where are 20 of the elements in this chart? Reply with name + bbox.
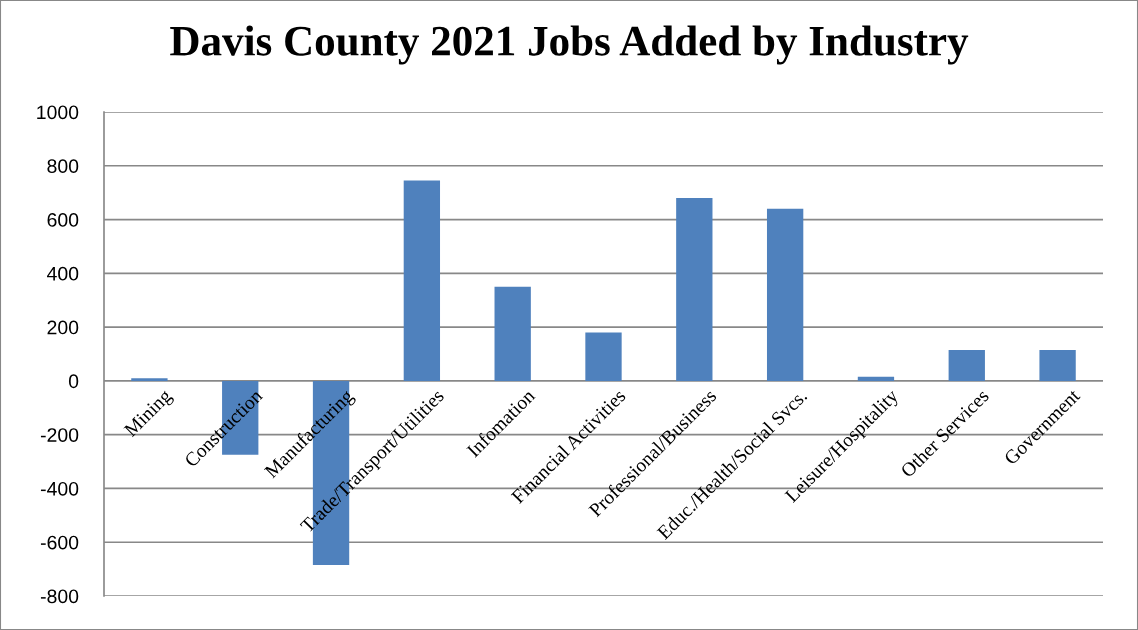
bar: [766, 208, 804, 381]
y-tick-label: -400: [40, 481, 79, 496]
y-tick-label: 1000: [37, 105, 79, 120]
bar: [585, 332, 622, 381]
bar: [948, 349, 985, 381]
y-tick-label: 600: [47, 213, 79, 227]
y-tick-label: -600: [40, 535, 79, 550]
chart-title: Davis County 2021 Jobs Added by Industry: [170, 25, 969, 65]
y-tick-label: -800: [40, 589, 79, 604]
y-tick-label: 200: [47, 320, 79, 335]
bar: [676, 198, 713, 381]
y-tick-label: -200: [40, 428, 79, 442]
y-tick-label: 400: [47, 266, 79, 281]
bar: [403, 180, 441, 381]
bar: [1039, 349, 1076, 381]
y-tick-label: 800: [47, 159, 79, 174]
y-tick-label: 0: [68, 374, 79, 389]
bar: [131, 378, 168, 381]
bar: [494, 286, 531, 381]
bar: [857, 376, 895, 381]
